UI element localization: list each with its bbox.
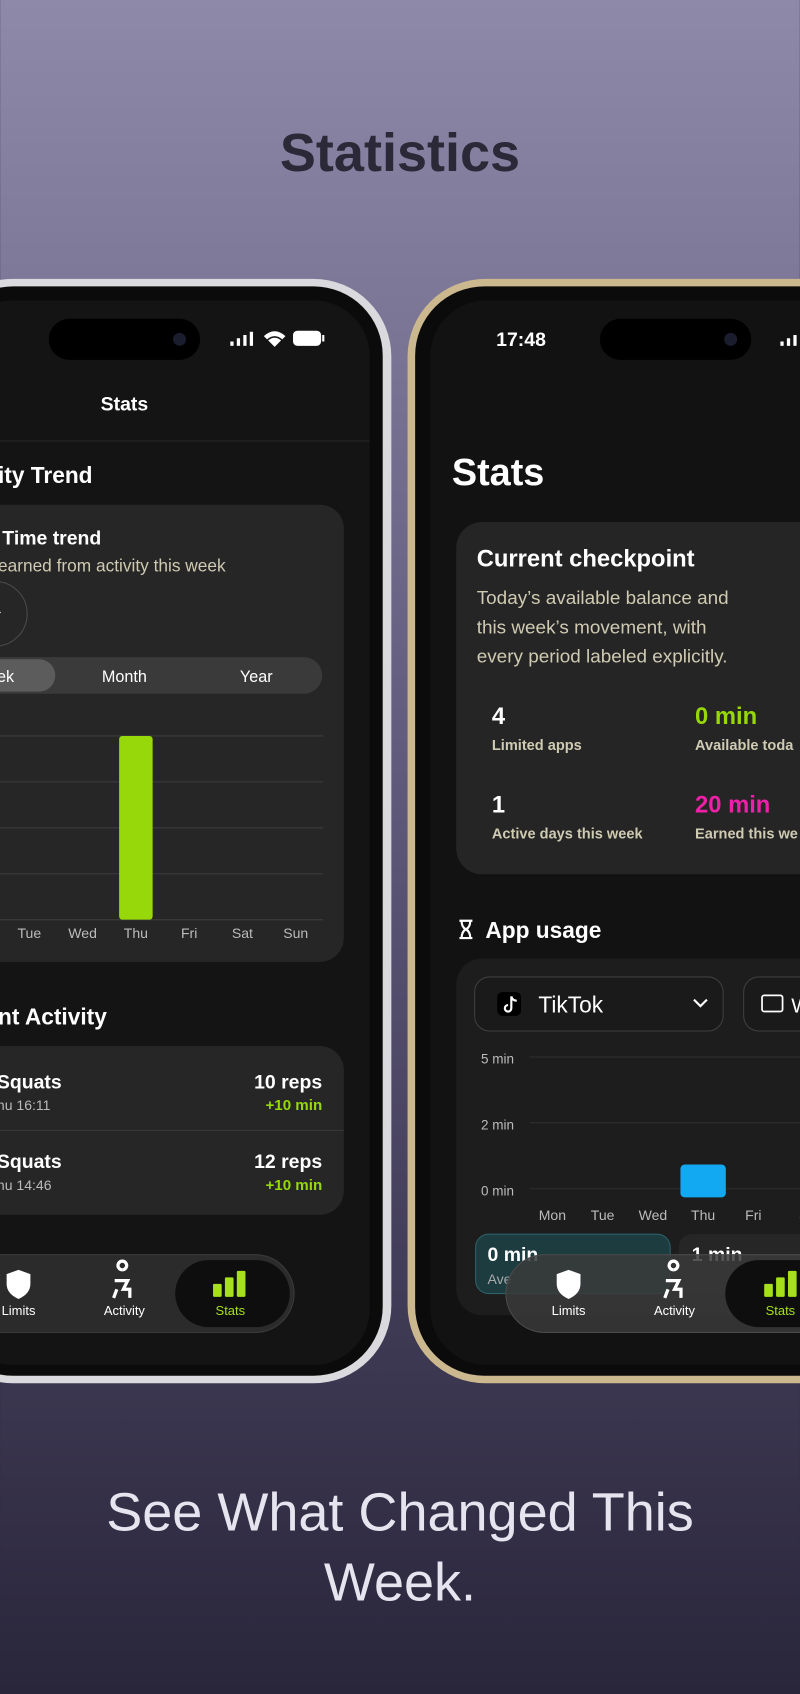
tab-label[interactable]: Limits — [552, 1303, 586, 1318]
card-title: Current checkpoint — [477, 545, 695, 572]
range-label[interactable]: W — [791, 995, 800, 1018]
tab-icon — [764, 1270, 797, 1297]
left-phone: Stats ity Trend Time trend earned from a… — [0, 278, 392, 1384]
app-picker[interactable] — [474, 976, 724, 1032]
tab-icon — [6, 1269, 31, 1300]
x-tick-label: Wed — [639, 1207, 668, 1223]
stat-value: 0 min — [695, 703, 757, 730]
segment-selected[interactable] — [0, 659, 56, 692]
activity-reps: 12 reps — [254, 1151, 322, 1173]
section-title: nt Activity — [0, 1004, 107, 1030]
stat-label: Active days this week — [492, 827, 644, 843]
phone-screen: 17:48 Stats Current checkpoint Today’s a… — [430, 300, 800, 1365]
tab-label[interactable]: Stats — [766, 1303, 796, 1318]
stat-value: 4 — [492, 703, 506, 730]
y-tick-label: 5 min — [481, 1051, 514, 1066]
right-phone: 17:48 Stats Current checkpoint Today’s a… — [407, 278, 800, 1384]
stat-value: 1 — [492, 792, 505, 819]
stat-label: Limited apps — [492, 738, 582, 754]
app-name[interactable]: TikTok — [538, 992, 603, 1018]
x-tick-label: Sat — [232, 925, 253, 941]
x-tick-label: Fri — [181, 925, 197, 941]
y-tick-label: 2 min — [481, 1117, 514, 1132]
headline: Statistics — [280, 123, 520, 183]
app-icon-glyph — [503, 996, 517, 1013]
stat-label: Earned this we — [695, 827, 798, 843]
stat-label: Available toda — [695, 738, 794, 754]
usage-chart: 5 min 2 min 0 min Mon Tue Wed Thu Fri S — [481, 1051, 800, 1223]
range-picker[interactable] — [743, 976, 800, 1032]
bar — [119, 735, 153, 920]
tab-label[interactable]: Activity — [654, 1303, 696, 1318]
x-tick-label: Tue — [17, 925, 41, 941]
stat-value: 20 min — [695, 792, 770, 819]
status-icons — [230, 330, 325, 347]
summary-label: Ave — [488, 1271, 512, 1287]
app-icon — [497, 992, 522, 1016]
tab-icon — [213, 1270, 246, 1297]
y-tick-label: 0 min — [481, 1183, 514, 1198]
card-subtitle: earned from activity this week — [0, 556, 226, 576]
activity-time: hu 14:46 — [0, 1177, 52, 1193]
tab-label[interactable]: Activity — [104, 1303, 146, 1318]
section-title: ity Trend — [0, 462, 93, 488]
range-icon — [761, 994, 784, 1013]
card-description: every period labeled explicitly. — [477, 646, 728, 667]
activity-earned: +10 min — [265, 1097, 322, 1114]
tab-label[interactable]: Limits — [2, 1303, 36, 1318]
status-icons — [780, 335, 797, 346]
x-tick-label: Sun — [283, 925, 308, 941]
tagline: See What Changed This — [106, 1482, 694, 1542]
card-title: Time trend — [2, 528, 101, 550]
section-title: App usage — [485, 917, 601, 943]
trend-chart: Tue Wed Thu Fri Sat Sun — [0, 735, 324, 941]
chevron — [693, 998, 708, 1008]
hourglass-icon — [459, 919, 473, 940]
x-tick-label: Wed — [68, 925, 97, 941]
segment[interactable]: ek — [0, 668, 15, 686]
trend-card — [0, 504, 344, 962]
card-description: Today’s available balance and — [477, 588, 729, 609]
tab-icon — [556, 1269, 581, 1300]
card-description: this week’s movement, with — [477, 617, 707, 638]
camera — [173, 332, 187, 346]
clock: 17:48 — [496, 329, 546, 351]
activity-name: Squats — [0, 1071, 62, 1093]
x-tick-label: Mon — [539, 1207, 566, 1223]
nav-title: Stats — [101, 394, 149, 416]
camera — [724, 332, 738, 346]
x-tick-label: Thu — [124, 925, 148, 941]
x-tick-label: Tue — [591, 1207, 615, 1223]
dynamic-island — [599, 318, 752, 360]
tab-label[interactable]: Stats — [216, 1303, 246, 1318]
tab-icon — [663, 1259, 683, 1299]
activity-time: hu 16:11 — [0, 1097, 51, 1113]
tab-icon — [112, 1259, 132, 1299]
x-tick-label: S — [799, 1207, 800, 1223]
segment[interactable]: Year — [240, 668, 273, 686]
activity-earned: +10 min — [265, 1177, 322, 1194]
checkpoint-card — [456, 521, 800, 875]
bar — [680, 1164, 726, 1198]
dynamic-island — [48, 318, 201, 360]
dropdown[interactable] — [0, 580, 28, 647]
segment[interactable]: Month — [102, 668, 147, 686]
activity-reps: 10 reps — [254, 1071, 322, 1093]
usage-card — [456, 958, 800, 1316]
x-tick-label: Thu — [691, 1207, 715, 1223]
phone-screen: Stats ity Trend Time trend earned from a… — [0, 300, 370, 1365]
activity-name: Squats — [0, 1151, 62, 1173]
x-tick-label: Fri — [745, 1207, 761, 1223]
tagline: Week. — [324, 1553, 476, 1613]
page-title: Stats — [452, 452, 544, 494]
